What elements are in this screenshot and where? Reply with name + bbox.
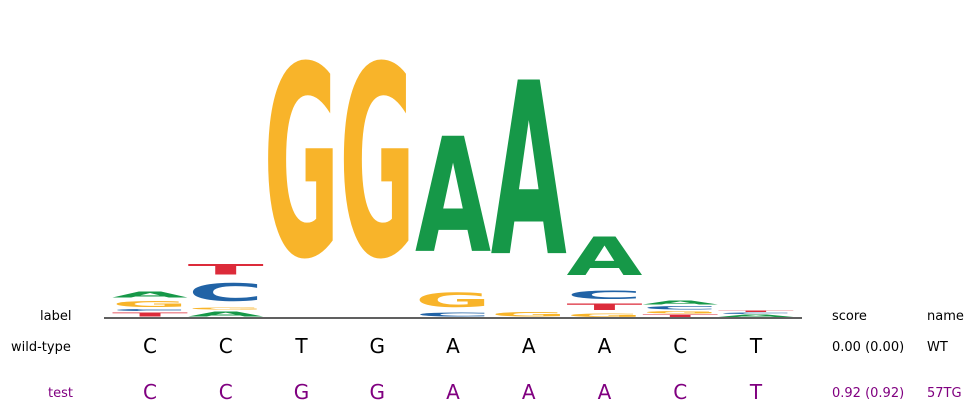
logo-letter-a: A <box>718 314 794 318</box>
logo-letter-c: C <box>642 306 718 311</box>
logo-letter-t: T <box>642 314 718 318</box>
row-label: test <box>48 386 73 401</box>
logo-letter-t: T <box>567 302 643 313</box>
logo-letter-t: T <box>112 312 188 318</box>
logo-letter-c: C <box>112 309 188 312</box>
row-score: 0.00 (0.00) <box>832 340 905 355</box>
sequence-letter: G <box>369 380 386 404</box>
logo-letter-c: C <box>415 312 491 318</box>
logo-letter-a: A <box>415 106 491 290</box>
sequence-letter: T <box>749 380 763 404</box>
sequence-letter: A <box>521 334 536 358</box>
logo-letter-t: T <box>188 261 264 278</box>
sequence-letter: C <box>673 334 688 358</box>
sequence-letter: A <box>446 334 460 358</box>
row-name: WT <box>927 340 948 355</box>
logo-letter-a: A <box>112 290 188 299</box>
sequence-letter: G <box>293 380 310 404</box>
sequence-letter: C <box>673 380 688 404</box>
row-label: wild-type <box>11 340 71 355</box>
logo-letter-c: C <box>566 288 642 302</box>
logo-letter-a: A <box>642 300 718 306</box>
logo-letter-g: G <box>188 307 264 310</box>
name-header: name <box>927 309 964 324</box>
logo-letter-a: A <box>567 226 643 287</box>
sequence-letter: A <box>446 380 460 404</box>
logo-letter-a: A <box>188 310 264 318</box>
logo-letter-t: T <box>718 310 794 312</box>
row-score: 0.92 (0.92) <box>832 386 905 401</box>
sequence-letter: A <box>597 334 612 358</box>
sequence-letter: A <box>521 380 536 404</box>
logo-letter-g: G <box>112 300 188 309</box>
logo-letter-g: G <box>264 11 340 318</box>
logo-letter-g: G <box>642 311 718 315</box>
score-header: score <box>832 309 867 324</box>
sequence-letter: T <box>749 334 763 358</box>
logo-letter-a: A <box>491 32 567 309</box>
logo-letter-g: G <box>491 310 567 318</box>
sequence-letter: A <box>597 380 612 404</box>
sequence-letter: T <box>295 334 308 358</box>
logo-letter-c: C <box>718 312 794 314</box>
label-header: label <box>40 309 72 324</box>
sequence-letter: C <box>218 334 233 358</box>
sequence-letter: G <box>369 334 386 358</box>
sequence-letter: C <box>143 334 157 358</box>
logo-letter-g: G <box>415 289 491 312</box>
logo-letter-g: G <box>339 11 415 318</box>
sequence-letter: C <box>218 380 233 404</box>
row-name: 57TG <box>927 386 962 401</box>
logo-letter-c: C <box>188 278 264 307</box>
sequence-letter: C <box>143 380 157 404</box>
logo-letter-g: G <box>567 313 643 318</box>
